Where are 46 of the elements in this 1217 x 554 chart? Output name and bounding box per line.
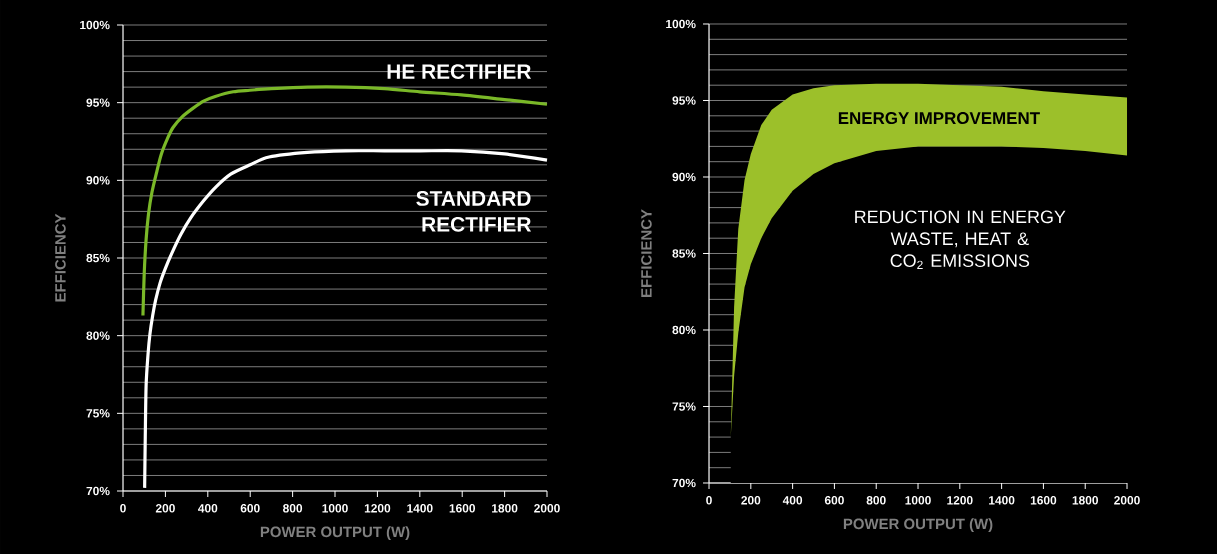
- y-axis-title: EFFICIENCY: [55, 213, 66, 302]
- x-tick-label: 1800: [492, 504, 518, 513]
- x-tick-label: 1400: [407, 504, 433, 513]
- x-tick-label: 1200: [947, 496, 973, 505]
- x-tick-label: 1600: [449, 504, 476, 513]
- y-tick-label: 80%: [672, 325, 696, 335]
- line-series: [141, 85, 549, 318]
- x-tick-label: 600: [824, 496, 844, 505]
- y-tick-label: 100%: [666, 19, 696, 29]
- x-tick-label: 0: [120, 504, 126, 513]
- annotation: ENERGY IMPROVEMENT: [838, 112, 1040, 125]
- x-tick-label: 1000: [322, 504, 348, 513]
- annotation: REDUCTION IN ENERGY WASTE, HEAT & CO$_{2}$ EMISSIONS: [855, 210, 1066, 269]
- y-axis-title: EFFICIENCY: [641, 209, 652, 297]
- x-tick-label: 800: [866, 496, 886, 505]
- y-tick-label: 70%: [672, 478, 696, 488]
- x-tick-label: 1000: [905, 496, 931, 505]
- y-tick-label: 90%: [672, 172, 696, 182]
- x-axis-title: POWER OUTPUT (W): [843, 518, 993, 533]
- y-tick-label: 100%: [80, 20, 110, 30]
- x-axis-title: POWER OUTPUT (W): [260, 526, 410, 541]
- x-tick-label: 400: [198, 504, 218, 513]
- series-label: STANDARD RECTIFIER: [416, 191, 532, 232]
- x-tick-label: 200: [155, 504, 175, 513]
- x-tick-label: 200: [741, 496, 761, 505]
- x-tick-label: 2000: [1114, 496, 1140, 505]
- y-tick-label: 85%: [86, 253, 110, 263]
- x-tick-label: 400: [782, 496, 803, 505]
- y-tick-label: 85%: [672, 249, 696, 258]
- x-tick-label: 1600: [1030, 496, 1057, 505]
- x-tick-label: 1200: [364, 504, 391, 513]
- y-tick-label: 75%: [672, 402, 696, 411]
- x-tick-label: 800: [283, 504, 303, 513]
- line-series: [143, 149, 549, 490]
- series-label: HE RECTIFIER: [387, 64, 532, 80]
- y-tick-label: 95%: [672, 96, 696, 105]
- x-tick-label: 1800: [1072, 496, 1099, 505]
- y-tick-label: 90%: [86, 176, 110, 185]
- y-tick-label: 80%: [86, 331, 110, 340]
- x-tick-label: 1400: [989, 496, 1015, 505]
- x-tick-label: 0: [706, 496, 712, 505]
- x-tick-label: 2000: [534, 504, 560, 513]
- y-tick-label: 95%: [86, 98, 110, 107]
- x-tick-label: 600: [240, 504, 260, 513]
- y-tick-label: 70%: [86, 486, 110, 496]
- y-tick-label: 75%: [86, 409, 110, 418]
